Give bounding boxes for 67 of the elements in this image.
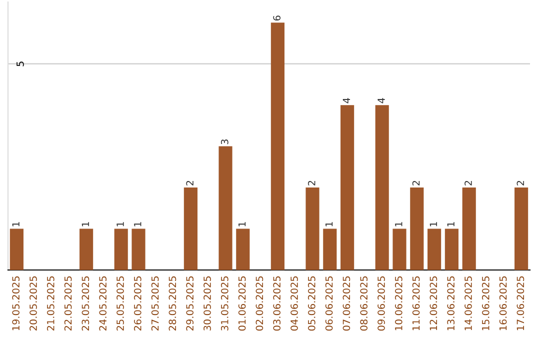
data-label: 2 — [516, 180, 524, 186]
bar — [80, 228, 94, 270]
data-label: 1 — [430, 222, 437, 226]
bar — [270, 22, 284, 270]
x-tick-label: 25.05.2025 — [116, 276, 124, 331]
x-tick-label: 22.05.2025 — [64, 276, 72, 331]
data-label: 1 — [116, 222, 124, 226]
x-tick-label: 30.05.2025 — [204, 276, 211, 330]
bar — [428, 228, 442, 270]
x-tick-label: 02.06.2025 — [256, 276, 264, 331]
bar — [10, 228, 24, 270]
bar — [514, 188, 528, 270]
bar — [375, 105, 389, 270]
x-tick-label: 08.06.2025 — [360, 276, 368, 331]
bar — [184, 188, 198, 270]
bar — [410, 188, 424, 270]
bar — [392, 228, 406, 270]
data-label: 1 — [82, 222, 89, 226]
data-label: 1 — [12, 222, 20, 226]
data-label: 3 — [220, 140, 228, 144]
x-tick-label: 05.06.2025 — [308, 276, 316, 331]
x-tick-label: 09.06.2025 — [378, 276, 385, 331]
bar — [236, 228, 250, 270]
x-tick-label: 10.06.2025 — [394, 276, 402, 330]
y-tick-label: 5 — [16, 62, 24, 66]
x-tick-label: 20.05.2025 — [30, 276, 37, 331]
x-tick-label: 17.06.2025 — [516, 276, 524, 330]
x-tick-label: 29.05.2025 — [186, 276, 194, 331]
data-label: 1 — [447, 222, 454, 226]
x-tick-label: 24.05.2025 — [99, 276, 107, 331]
x-tick-label: 04.06.2025 — [290, 276, 298, 331]
x-tick-label: 26.05.2025 — [134, 276, 142, 331]
data-label: 1 — [134, 222, 142, 226]
x-tick-label: 19.05.2025 — [12, 276, 20, 330]
bar — [218, 146, 232, 270]
data-label: 4 — [342, 98, 350, 104]
data-label: 6 — [273, 16, 281, 21]
x-tick-label: 07.06.2025 — [342, 276, 350, 331]
data-label: 2 — [412, 180, 420, 186]
x-tick-label: 31.05.2025 — [220, 276, 228, 330]
x-tick-label: 16.06.2025 — [499, 276, 507, 330]
data-label: 1 — [325, 222, 333, 226]
bar — [114, 228, 128, 270]
x-tick-label: 28.05.2025 — [168, 276, 176, 331]
x-tick-label: 23.05.2025 — [82, 276, 90, 331]
bar — [340, 105, 354, 270]
x-tick-label: 12.06.2025 — [430, 276, 438, 330]
data-label: 1 — [395, 222, 402, 226]
bar — [444, 228, 458, 270]
bar — [306, 188, 320, 270]
x-tick-label: 13.06.2025 — [447, 276, 455, 330]
x-tick-label: 15.06.2025 — [482, 276, 490, 330]
x-tick-label: 27.05.2025 — [151, 276, 159, 331]
data-label: 4 — [378, 98, 385, 104]
data-label: 2 — [308, 180, 316, 186]
data-label: 2 — [186, 180, 194, 186]
data-label: 1 — [238, 222, 246, 226]
bar — [323, 228, 337, 270]
x-tick-label: 01.06.2025 — [238, 276, 246, 331]
x-tick-label: 14.06.2025 — [464, 276, 472, 330]
x-tick-label: 21.05.2025 — [46, 276, 54, 331]
x-tick-label: 06.06.2025 — [325, 276, 333, 331]
data-label: 2 — [464, 180, 472, 186]
x-tick-label: 03.06.2025 — [273, 276, 281, 331]
x-tick-label: 11.06.2025 — [412, 276, 420, 330]
bar — [132, 228, 146, 270]
bar — [462, 188, 476, 270]
